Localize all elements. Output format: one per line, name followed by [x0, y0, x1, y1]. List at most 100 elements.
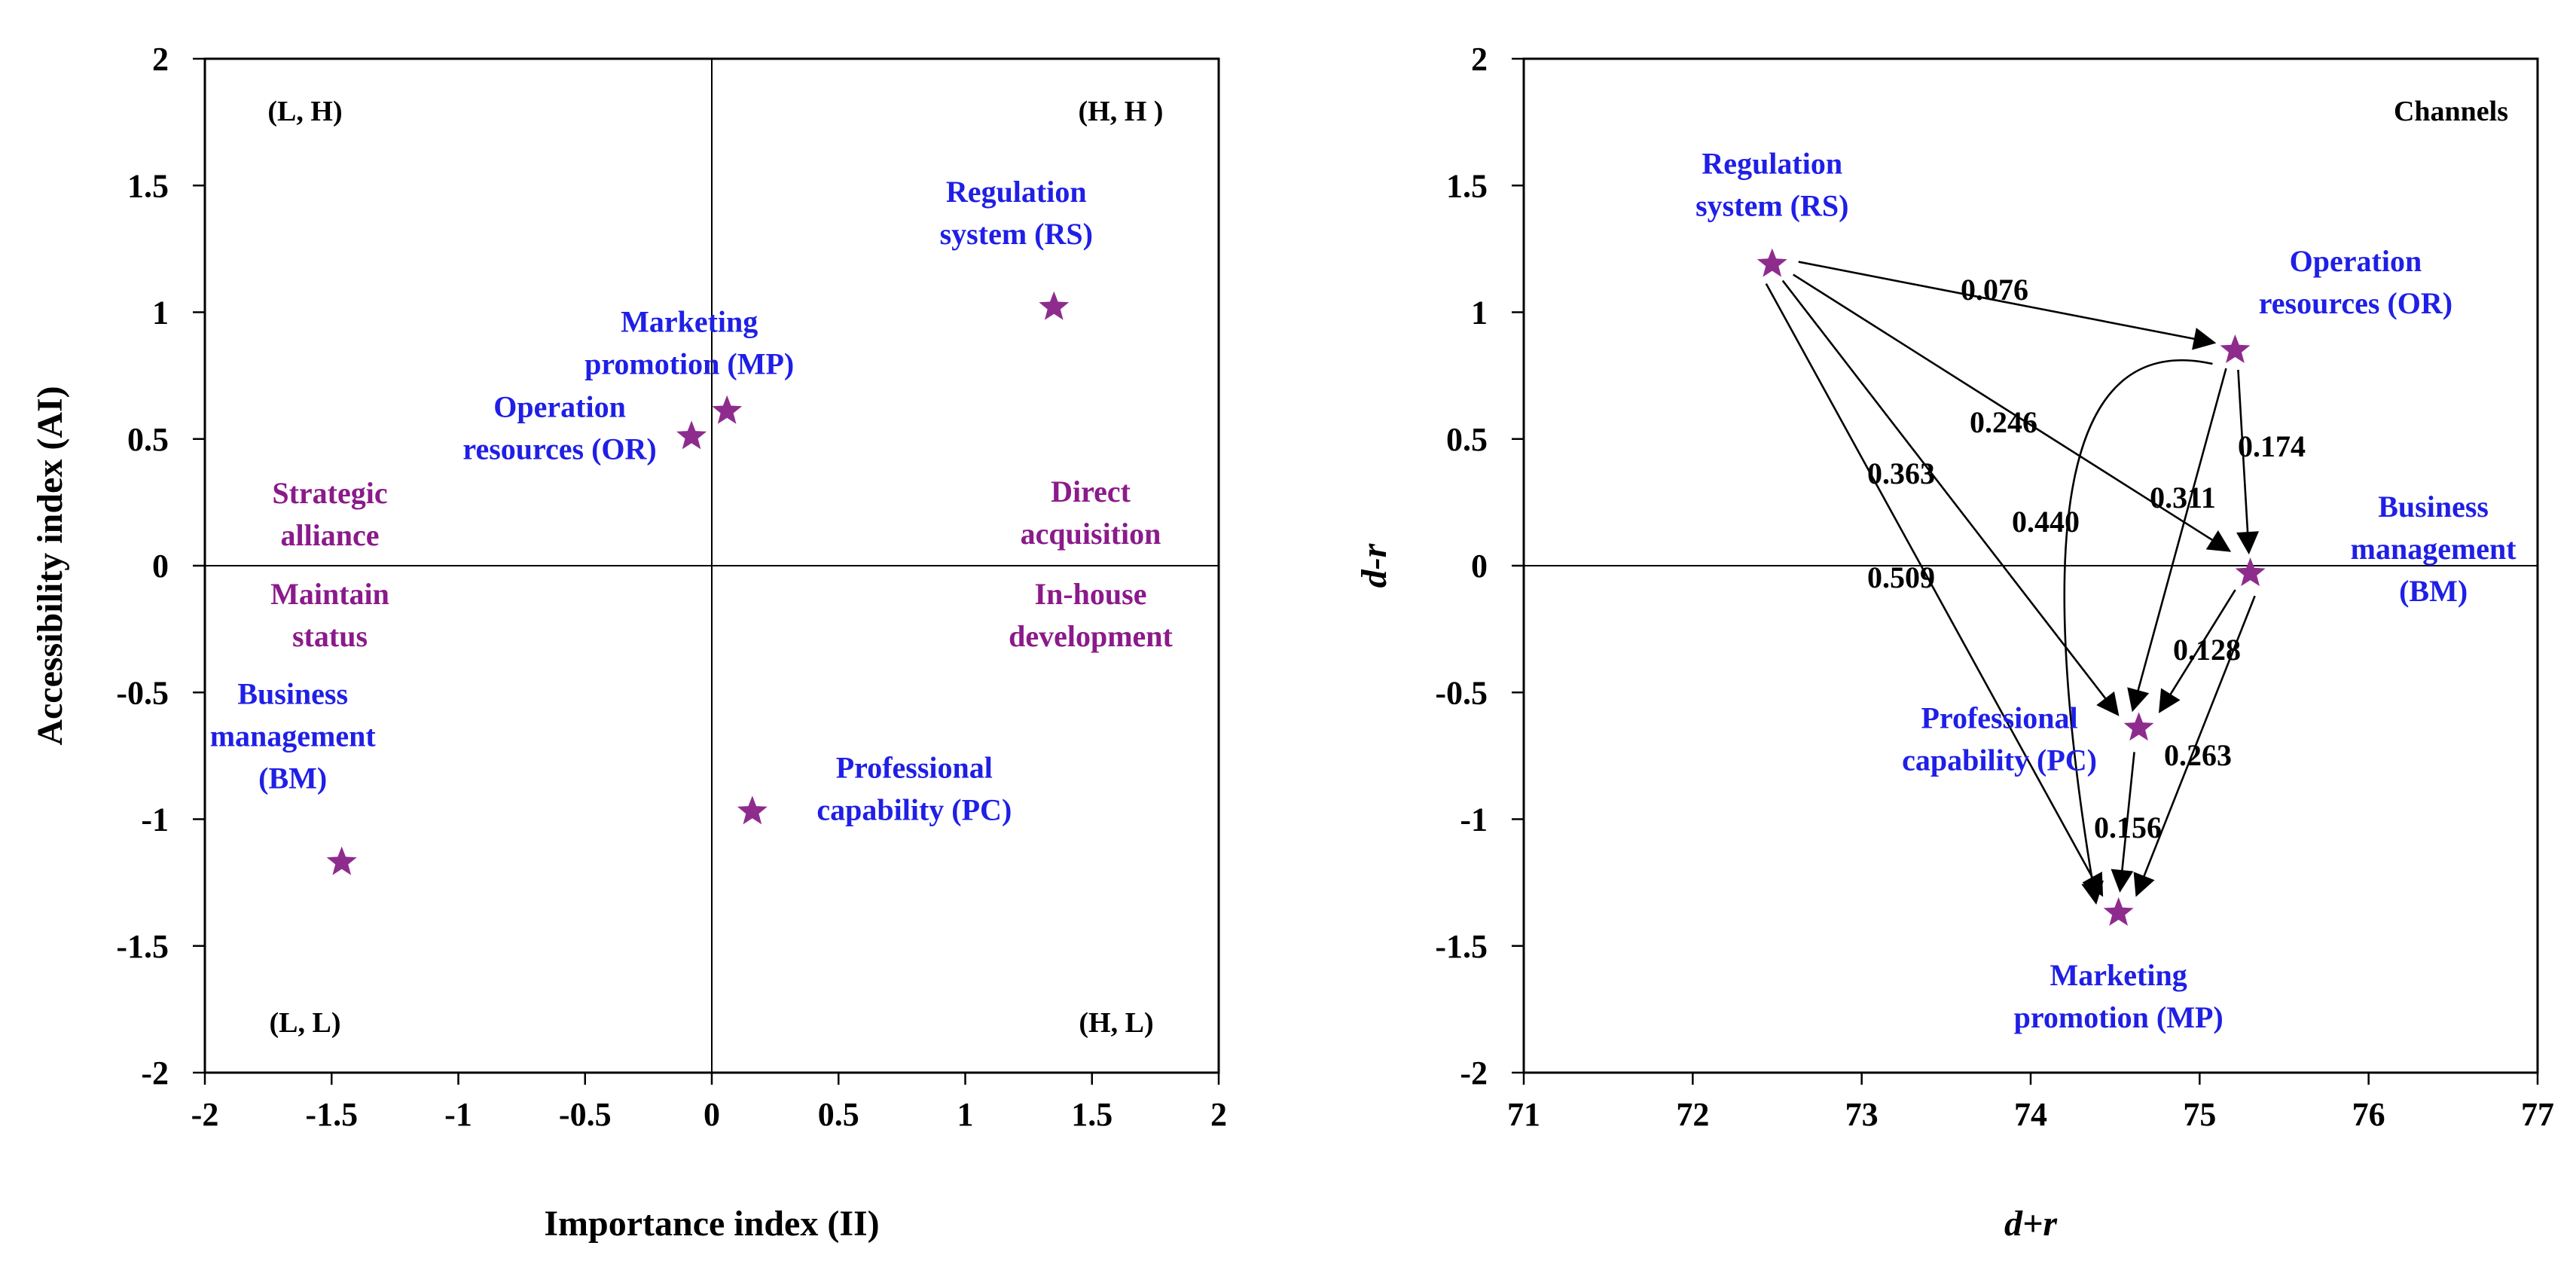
quadrant-label-lh: (L, H)	[267, 96, 342, 127]
right-chart-title: Channels	[2394, 96, 2508, 127]
right-x-axis-title: d+r	[2004, 1204, 2058, 1244]
right-point-label-mp: Marketing	[2050, 958, 2187, 992]
strategy-label-alliance: alliance	[280, 518, 379, 552]
left-point-label-rs: Regulation	[946, 175, 1087, 209]
arrow-weight-rs-or: 0.076	[1961, 273, 2028, 307]
left-y-tick-label: 0	[152, 548, 169, 585]
arrow-weight-or-bm: 0.174	[2238, 429, 2306, 463]
arrow-weight-rs-mp: 0.509	[1867, 560, 1935, 594]
right-y-tick-label: 2	[1471, 41, 1488, 78]
right-y-tick-label: 0	[1471, 548, 1488, 585]
left-point-label-bm: (BM)	[258, 762, 327, 795]
strategy-label-in-house: In-house	[1035, 577, 1147, 611]
left-point-label-bm: Business	[237, 677, 348, 711]
right-x-tick-label: 75	[2183, 1096, 2216, 1133]
right-point-label-bm: Business	[2378, 490, 2489, 524]
arrow-rs-to-bm	[1793, 273, 2232, 552]
strategy-label-status: status	[292, 619, 368, 653]
left-point-or	[676, 420, 707, 450]
right-x-tick-label: 72	[1676, 1096, 1709, 1133]
right-x-tick-label: 71	[1507, 1096, 1540, 1133]
left-y-tick-label: 0.5	[127, 421, 169, 458]
arrow-weight-or-pc: 0.311	[2150, 481, 2216, 514]
left-y-tick-label: -0.5	[116, 674, 169, 711]
arrow-or-to-pc	[2127, 368, 2227, 713]
left-y-tick-label: 1	[152, 295, 169, 331]
strategy-label-acquisition: acquisition	[1021, 517, 1161, 551]
arrow-weight-bm-pc: 0.128	[2173, 633, 2241, 667]
left-y-tick-label: 2	[152, 41, 169, 78]
right-point-label-or: resources (OR)	[2259, 286, 2452, 320]
arrow-bm-to-pc	[2158, 589, 2236, 713]
left-x-tick-label: 1.5	[1071, 1096, 1113, 1133]
right-x-tick-label: 74	[2014, 1096, 2047, 1133]
left-x-tick-label: 0.5	[818, 1096, 859, 1133]
arrow-or-to-mp	[2063, 359, 2213, 905]
strategy-label-direct: Direct	[1051, 475, 1131, 508]
left-point-label-pc: capability (PC)	[816, 792, 1012, 826]
right-x-tick-label: 77	[2521, 1096, 2554, 1133]
left-y-axis-title: Accessibility index (AI)	[30, 386, 70, 745]
right-point-bm	[2235, 557, 2266, 587]
left-point-bm	[326, 846, 357, 875]
left-point-pc	[737, 795, 768, 825]
right-point-label-rs: system (RS)	[1695, 189, 1848, 223]
left-point-label-bm: management	[210, 719, 377, 753]
right-point-pc	[2123, 712, 2154, 741]
left-x-tick-label: -0.5	[559, 1096, 612, 1133]
arrow-weight-or-mp: 0.440	[2012, 505, 2080, 539]
arrow-or-to-bm	[2236, 369, 2260, 555]
right-point-label-or: Operation	[2290, 244, 2422, 278]
quadrant-label-ll: (L, L)	[270, 1007, 341, 1039]
right-y-tick-label: 1.5	[1446, 167, 1488, 204]
left-x-tick-label: -1	[444, 1096, 472, 1133]
right-point-label-bm: management	[2351, 532, 2517, 566]
right-point-label-pc: capability (PC)	[1902, 743, 2097, 777]
right-point-or	[2220, 334, 2251, 363]
arrow-weight-rs-bm: 0.246	[1970, 405, 2037, 439]
left-point-label-mp: Marketing	[621, 305, 758, 339]
left-point-label-or: resources (OR)	[462, 432, 656, 466]
right-y-tick-label: -2	[1460, 1055, 1488, 1091]
left-x-tick-label: 2	[1210, 1096, 1227, 1133]
right-y-tick-label: -1.5	[1435, 928, 1488, 965]
arrow-weight-bm-mp: 0.263	[2164, 738, 2232, 772]
right-point-label-rs: Regulation	[1702, 147, 1842, 181]
strategy-label-development: development	[1009, 619, 1173, 653]
left-point-label-mp: promotion (MP)	[584, 347, 794, 381]
right-y-tick-label: 1	[1471, 295, 1488, 331]
left-y-tick-label: -1.5	[116, 928, 169, 965]
right-point-mp	[2103, 897, 2134, 926]
importance-accessibility-chart: -2 -1.5 -1 -0.5 0 0.5 1 1.5 2 2 1.5 1 0.5 0 -0.5 -1 -1.5…	[30, 41, 1227, 1244]
right-point-label-pc: Professional	[1921, 701, 2077, 734]
arrow-pc-to-mp	[2111, 752, 2135, 893]
right-y-tick-label: 0.5	[1446, 421, 1488, 458]
left-x-tick-label: 1	[957, 1096, 974, 1133]
arrow-weight-rs-pc: 0.363	[1867, 456, 1935, 490]
quadrant-label-hl: (H, L)	[1079, 1007, 1153, 1039]
arrow-rs-to-or	[1798, 261, 2217, 350]
strategy-label-maintain: Maintain	[270, 577, 389, 611]
left-y-tick-label: -1	[141, 801, 169, 838]
left-x-axis-title: Importance index (II)	[544, 1204, 879, 1244]
right-point-rs	[1757, 248, 1787, 277]
arrow-weight-pc-mp: 0.156	[2094, 811, 2162, 844]
right-point-label-bm: (BM)	[2399, 574, 2468, 608]
right-x-tick-label: 73	[1845, 1096, 1879, 1133]
right-y-axis-title: d-r	[1354, 542, 1394, 588]
right-y-tick-label: -0.5	[1435, 674, 1488, 711]
left-x-tick-label: -2	[191, 1096, 219, 1133]
left-y-tick-label: 1.5	[127, 167, 169, 204]
left-x-tick-label: -1.5	[305, 1096, 358, 1133]
arrow-bm-to-mp	[2133, 595, 2256, 897]
left-point-rs	[1039, 291, 1070, 320]
left-y-tick-label: -2	[141, 1055, 169, 1091]
arrow-rs-to-mp	[1765, 282, 2104, 897]
left-point-label-or: Operation	[493, 389, 626, 423]
left-x-tick-label: 0	[704, 1096, 720, 1133]
arrow-rs-to-pc	[1781, 279, 2120, 716]
left-point-mp	[712, 395, 743, 424]
left-point-label-pc: Professional	[836, 750, 993, 784]
